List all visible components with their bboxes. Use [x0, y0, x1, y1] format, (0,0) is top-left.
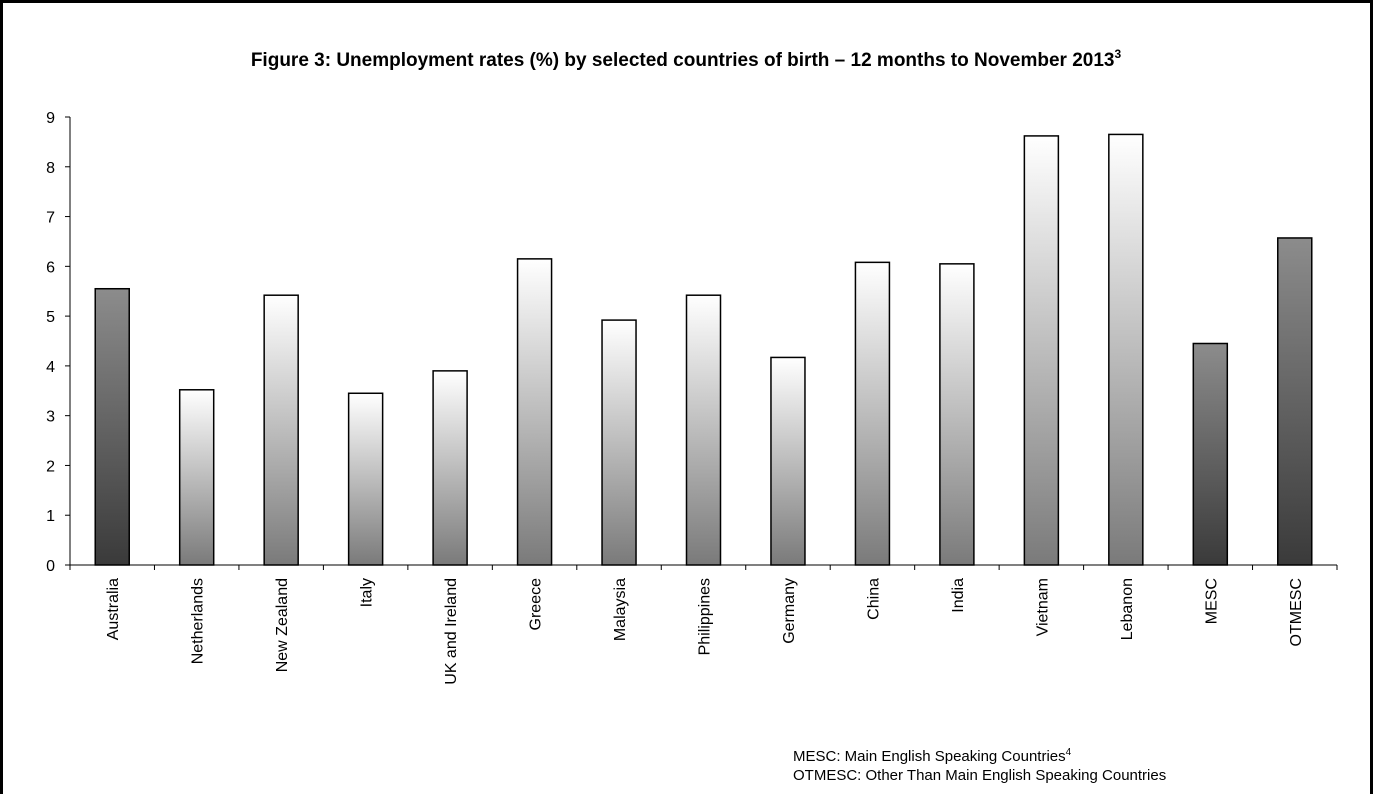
y-tick-label: 5: [46, 309, 55, 326]
y-tick-label: 6: [46, 259, 55, 276]
x-tick-label: Malaysia: [612, 578, 629, 641]
x-tick-label: China: [865, 578, 882, 620]
y-tick-label: 3: [46, 409, 55, 426]
x-axis: Australia Netherlands New Zealand Italy UK a…: [69, 564, 1338, 685]
otmesc-note: OTMESC: Other Than Main English Speaking…: [793, 767, 1167, 784]
y-tick-label: 0: [46, 558, 55, 575]
bar-india: [939, 263, 975, 566]
x-tick-label: New Zealand: [274, 578, 291, 672]
bar-lebanon: [1108, 133, 1144, 566]
y-tick-label: 7: [46, 210, 55, 227]
bars: [94, 133, 1313, 566]
bar-germany: [770, 356, 806, 566]
bar-vietnam: [1023, 135, 1060, 566]
x-tick-label: Vietnam: [1034, 578, 1051, 636]
x-tick-label: Lebanon: [1119, 578, 1136, 640]
x-tick-label: MESC: [1203, 578, 1220, 624]
mesc-note: MESC: Main English Speaking Countries4: [793, 747, 1072, 765]
x-tick-label: Italy: [359, 578, 376, 607]
x-tick-label: OTMESC: [1288, 578, 1305, 646]
bar-australia: [94, 287, 130, 566]
bar-otmesc: [1277, 237, 1313, 566]
y-tick-label: 4: [46, 359, 55, 376]
x-tick-label: Philippines: [697, 578, 714, 655]
x-tick-label: Netherlands: [190, 578, 207, 664]
y-tick-label: 9: [46, 110, 55, 127]
bar-uk-and-ireland: [432, 370, 468, 566]
bar-netherlands: [178, 389, 215, 566]
bar-mesc: [1192, 342, 1229, 566]
x-tick-label: Greece: [528, 578, 545, 631]
x-tick-label: UK and Ireland: [443, 578, 460, 685]
bar-malaysia: [601, 319, 637, 566]
y-axis: 0 1 2 3 4 5 6 7 8 9: [46, 110, 71, 575]
bar-new-zealand: [263, 294, 299, 566]
bar-philippines: [685, 294, 722, 566]
chart-title: Figure 3: Unemployment rates (%) by sele…: [251, 47, 1122, 71]
bar-italy: [347, 392, 384, 566]
y-tick-label: 8: [46, 160, 55, 177]
x-tick-label: India: [950, 578, 967, 613]
x-tick-label: Germany: [781, 578, 798, 644]
y-tick-label: 1: [46, 508, 55, 525]
bar-greece: [516, 258, 553, 566]
bar-china: [854, 261, 891, 566]
y-tick-label: 2: [46, 458, 55, 475]
x-tick-label: Australia: [105, 578, 122, 640]
